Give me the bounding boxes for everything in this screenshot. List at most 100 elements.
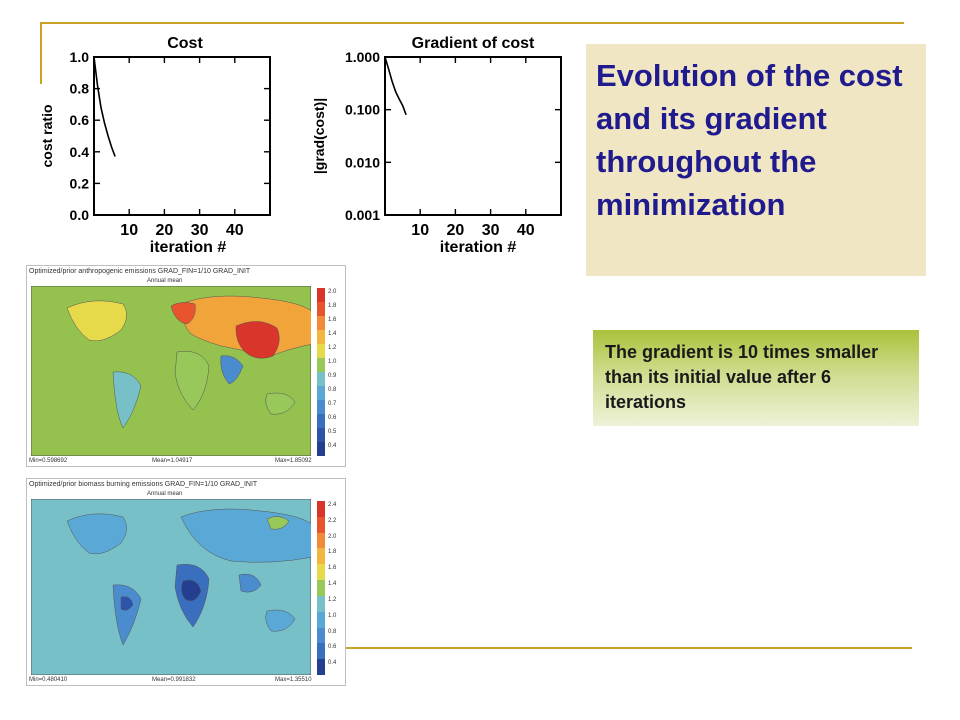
- left-rule: [40, 22, 42, 84]
- colorbar-step: 1.0: [317, 358, 343, 372]
- colorbar-swatch: [317, 532, 325, 549]
- biomass-map-panel: Optimized/prior biomass burning emission…: [26, 478, 346, 686]
- colorbar-label: 0.4: [328, 443, 337, 449]
- cost-ytick-label: 0.4: [70, 144, 90, 160]
- colorbar-step: 0.5: [317, 428, 343, 442]
- colorbar-step: 0.9: [317, 372, 343, 386]
- colorbar-swatch: [317, 501, 325, 517]
- colorbar-label: 1.8: [328, 549, 337, 556]
- biomass-siberia-region: [266, 516, 290, 530]
- colorbar-step: 1.0: [317, 611, 343, 628]
- cost-ytick-label: 0.8: [70, 81, 90, 97]
- anthropogenic-northamerica-region: [66, 300, 127, 342]
- colorbar-label: 0.8: [328, 628, 337, 635]
- colorbar-swatch: [317, 316, 325, 330]
- colorbar-swatch: [317, 428, 325, 442]
- gradient-xlabel: iteration #: [440, 239, 517, 256]
- colorbar-label: 2.0: [328, 533, 337, 540]
- colorbar-swatch: [317, 627, 325, 644]
- gradient-plot-frame: [384, 56, 562, 216]
- biomass-map-title: Optimized/prior biomass burning emission…: [29, 481, 258, 488]
- colorbar-label: 0.6: [328, 644, 337, 651]
- colorbar-label: 1.6: [328, 565, 337, 572]
- colorbar-swatch: [317, 611, 325, 628]
- anthropogenic-map-subtitle: Annual mean: [147, 278, 183, 284]
- colorbar-swatch: [317, 288, 325, 302]
- colorbar-label: 1.2: [328, 345, 337, 351]
- colorbar-step: 0.7: [317, 400, 343, 414]
- colorbar-step: 1.6: [317, 316, 343, 330]
- colorbar-label: 1.0: [328, 359, 337, 365]
- note-text: The gradient is 10 times smaller than it…: [605, 342, 879, 412]
- colorbar-label: 1.2: [328, 596, 337, 603]
- colorbar-swatch: [317, 595, 325, 612]
- colorbar-step: 2.4: [317, 501, 343, 517]
- colorbar-step: 2.0: [317, 532, 343, 549]
- colorbar-label: 0.7: [328, 401, 337, 407]
- colorbar-label: 0.8: [328, 387, 337, 393]
- top-rule: [40, 22, 904, 24]
- biomass-min: Min=0.480410: [29, 677, 68, 683]
- cost-plot-frame: [93, 56, 271, 216]
- grad-xtick-label: 20: [447, 222, 465, 239]
- grad-ytick-label: 0.010: [345, 154, 380, 170]
- colorbar-label: 0.4: [328, 660, 337, 667]
- colorbar-swatch: [317, 358, 325, 372]
- colorbar-swatch: [317, 442, 325, 456]
- anthropogenic-africa-region: [174, 351, 210, 411]
- gradient-ylabel: |grad(cost)|: [312, 98, 327, 174]
- colorbar-label: 1.6: [328, 317, 337, 323]
- colorbar-label: 1.4: [328, 331, 337, 337]
- anthropogenic-min: Min=0.598692: [29, 458, 68, 464]
- colorbar-step: 1.2: [317, 595, 343, 612]
- grad-xtick-label: 40: [517, 222, 535, 239]
- biomass-map-image: [31, 499, 311, 675]
- colorbar-label: 0.5: [328, 429, 337, 435]
- biomass-mean: Mean=0.991832: [152, 677, 196, 683]
- biomass-northamerica-region: [66, 513, 127, 555]
- biomass-amazon-hotspot: [120, 596, 134, 611]
- colorbar-label: 2.2: [328, 517, 337, 524]
- colorbar-step: 1.6: [317, 564, 343, 581]
- cost-xlabel: iteration #: [150, 239, 227, 256]
- cost-ytick-label: 1.0: [70, 49, 90, 65]
- grad-ytick-label: 0.100: [345, 102, 380, 118]
- biomass-map-subtitle: Annual mean: [147, 491, 183, 497]
- colorbar-swatch: [317, 414, 325, 428]
- colorbar-swatch: [317, 564, 325, 581]
- anthropogenic-europe-region: [170, 302, 196, 325]
- biomass-africa-hotspot: [181, 579, 202, 601]
- anthropogenic-map-image: [31, 286, 311, 456]
- colorbar-step: 1.2: [317, 344, 343, 358]
- biomass-australia-region: [265, 609, 296, 632]
- anthropogenic-max: Max=1.85092: [275, 458, 312, 464]
- cost-xtick-label: 40: [226, 222, 244, 239]
- gradient-chart: Gradient of cost 1.000 0.100 0.010 0.001 10…: [312, 35, 562, 256]
- biomass-seasia-region: [238, 573, 262, 593]
- colorbar-step: 0.8: [317, 627, 343, 644]
- colorbar-swatch: [317, 386, 325, 400]
- colorbar-step: 1.8: [317, 302, 343, 316]
- gradient-series-line: [384, 56, 407, 116]
- cost-series-line: [93, 56, 116, 157]
- cost-ytick-label: 0.0: [70, 207, 90, 223]
- colorbar-swatch: [317, 659, 325, 675]
- anthropogenic-southamerica-region: [112, 371, 142, 429]
- colorbar-swatch: [317, 330, 325, 344]
- bottom-rule: [345, 647, 912, 649]
- colorbar-swatch: [317, 548, 325, 565]
- cost-ylabel: cost ratio: [39, 104, 55, 167]
- colorbar-step: 1.4: [317, 330, 343, 344]
- colorbar-label: 2.0: [328, 289, 337, 295]
- colorbar-label: 1.4: [328, 581, 337, 588]
- colorbar-step: 0.8: [317, 386, 343, 400]
- biomass-max: Max=1.35510: [275, 677, 312, 683]
- anthropogenic-india-region: [220, 355, 244, 385]
- colorbar-label: 1.0: [328, 612, 337, 619]
- cost-ytick-label: 0.2: [70, 175, 90, 191]
- note-box: The gradient is 10 times smaller than it…: [593, 330, 919, 426]
- cost-xtick-label: 10: [120, 222, 138, 239]
- grad-xtick-label: 10: [411, 222, 429, 239]
- colorbar-swatch: [317, 372, 325, 386]
- colorbar-step: 0.6: [317, 643, 343, 660]
